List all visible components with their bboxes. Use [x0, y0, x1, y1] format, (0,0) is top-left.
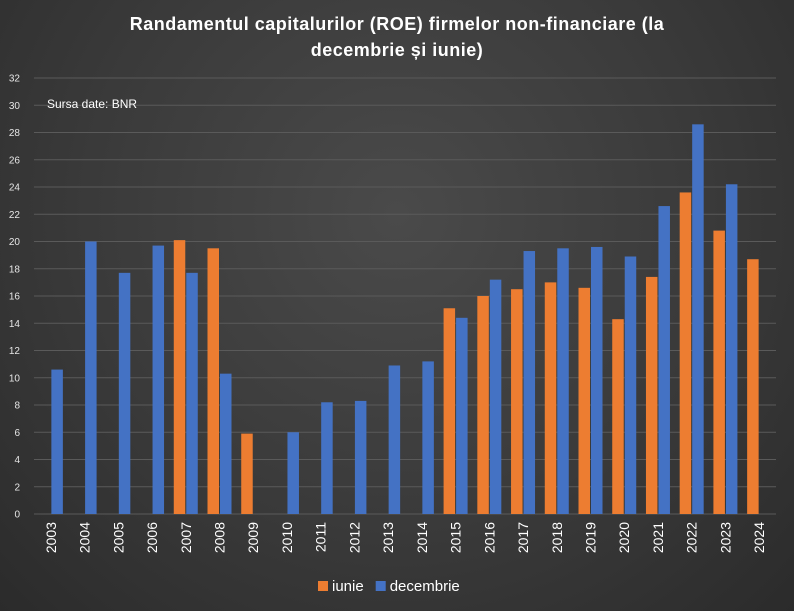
x-tick-label: 2009	[245, 522, 261, 553]
x-tick-label: 2013	[380, 522, 396, 553]
x-tick-label: 2015	[448, 522, 464, 553]
bar-iunie-2022	[679, 192, 692, 514]
y-tick-label: 22	[9, 210, 21, 221]
y-tick-label: 14	[9, 319, 21, 330]
x-tick-label: 2021	[650, 522, 666, 553]
legend-label-decembrie: decembrie	[390, 578, 460, 595]
bar-decembrie-2022	[692, 124, 704, 514]
y-tick-label: 6	[14, 428, 20, 439]
bar-decembrie-2007	[186, 272, 198, 514]
x-tick-label: 2010	[279, 522, 295, 553]
bar-iunie-2021	[645, 276, 658, 514]
bar-decembrie-2014	[422, 361, 434, 514]
bar-decembrie-2010	[287, 432, 299, 514]
bar-iunie-2019	[578, 287, 590, 514]
source-annotation: Sursa date: BNR	[47, 97, 137, 111]
x-tick-label: 2006	[144, 522, 160, 553]
bar-decembrie-2011	[321, 402, 333, 514]
legend-swatch-decembrie	[375, 581, 386, 591]
x-tick-label: 2019	[583, 522, 599, 553]
y-tick-label: 12	[9, 346, 21, 357]
bar-decembrie-2016	[489, 279, 502, 514]
legend: iunie decembrie	[318, 578, 460, 595]
x-axis: 2003 2004 2005 2006 2007 2008 2009 2010 2011 2012…	[43, 522, 767, 553]
x-tick-label: 2017	[515, 522, 531, 553]
x-tick-label: 2016	[481, 522, 497, 553]
bar-decembrie-2003	[51, 369, 63, 514]
y-tick-label: 8	[14, 401, 20, 412]
x-tick-label: 2018	[549, 522, 565, 553]
x-tick-label: 2022	[684, 522, 700, 553]
bar-decembrie-2006	[152, 245, 165, 514]
bar-decembrie-2018	[557, 248, 569, 514]
bar-iunie-2008	[207, 248, 219, 514]
y-tick-label: 30	[9, 101, 21, 112]
bar-iunie-2023	[713, 230, 725, 514]
y-tick-label: 4	[14, 455, 20, 466]
chart-title-line1: Randamentul capitalurilor (ROE) firmelor…	[130, 14, 665, 34]
x-tick-label: 2003	[43, 522, 59, 553]
x-tick-label: 2007	[178, 522, 194, 553]
bar-decembrie-2023	[725, 184, 738, 514]
bar-decembrie-2012	[354, 400, 367, 514]
bar-decembrie-2013	[388, 365, 401, 514]
y-tick-label: 26	[9, 155, 21, 166]
bars	[51, 124, 759, 514]
bar-iunie-2016	[477, 296, 489, 514]
y-tick-label: 2	[14, 482, 20, 493]
x-tick-label: 2024	[751, 522, 767, 553]
y-tick-label: 0	[14, 510, 20, 521]
bar-iunie-2020	[612, 319, 624, 514]
x-tick-label: 2014	[414, 522, 430, 553]
bar-decembrie-2005	[118, 272, 131, 514]
bar-iunie-2015	[443, 308, 456, 514]
bar-iunie-2009	[241, 433, 253, 514]
x-tick-label: 2004	[77, 522, 93, 553]
bar-decembrie-2021	[658, 206, 670, 514]
y-tick-label: 24	[9, 183, 21, 194]
bar-decembrie-2015	[456, 317, 468, 514]
x-tick-label: 2011	[313, 522, 329, 552]
x-tick-label: 2020	[616, 522, 632, 553]
bar-decembrie-2017	[523, 251, 536, 514]
bar-decembrie-2019	[591, 246, 603, 514]
bar-decembrie-2008	[220, 373, 232, 514]
bar-iunie-2007	[173, 240, 186, 514]
y-tick-label: 20	[9, 237, 21, 248]
x-tick-label: 2023	[717, 522, 733, 553]
bar-iunie-2017	[511, 289, 523, 514]
legend-swatch-iunie	[318, 581, 328, 591]
y-tick-label: 10	[9, 373, 21, 384]
bar-iunie-2018	[544, 282, 557, 514]
legend-label-iunie: iunie	[332, 578, 364, 595]
y-tick-label: 32	[9, 74, 21, 85]
x-tick-label: 2008	[212, 522, 228, 553]
bar-iunie-2024	[747, 259, 759, 514]
bar-decembrie-2020	[624, 256, 637, 514]
x-tick-label: 2012	[346, 522, 362, 553]
y-tick-label: 18	[9, 264, 21, 275]
y-tick-label: 28	[9, 128, 21, 139]
x-tick-label: 2005	[110, 522, 126, 553]
bar-decembrie-2004	[85, 241, 97, 514]
chart-title-line2: decembrie și iunie)	[311, 40, 484, 60]
y-tick-label: 16	[9, 292, 21, 303]
